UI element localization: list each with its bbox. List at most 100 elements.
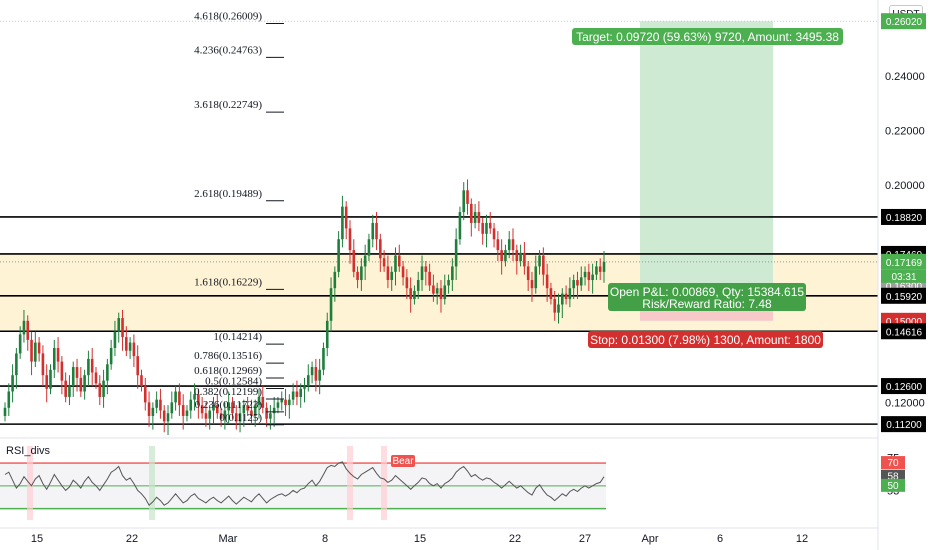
candle-body-89 [341,206,344,240]
candle-body-86 [329,288,333,321]
fib-label-10: 0.236(0.11723) [195,399,263,411]
candle-body-91 [348,228,352,251]
candle-body-14 [56,348,60,362]
candle-body-112 [428,271,431,286]
candle-body-105 [401,266,405,278]
candle-body-71 [272,407,276,414]
candle-body-135 [515,250,519,261]
candle-body-155 [591,274,594,281]
candle-body-118 [451,266,454,281]
candle-body-3 [15,353,18,376]
candle-body-96 [367,239,371,256]
candle-body-121 [462,190,466,213]
candle-body-122 [466,190,469,204]
candle-body-125 [477,212,481,223]
candle-body-4 [18,334,22,354]
candle-body-144 [549,288,553,300]
candle-body-92 [352,250,356,272]
fib-label-9: 0.382(0.12199) [194,386,262,398]
candle-body-37 [143,386,147,403]
candle-body-8 [34,342,37,362]
rsi-tag-4: 50 [887,481,899,492]
price-tag-9: 0.15000 [886,317,923,328]
candle-body-138 [526,266,530,281]
candle-body-54 [208,410,212,419]
candle-body-140 [534,266,538,289]
price-tag-bg-0 [881,13,926,30]
candle-body-21 [83,375,86,392]
price-tick-2: 0.22000 [885,126,925,138]
candle-body-82 [314,367,318,381]
fib-label-5: 1(0.14214) [213,331,262,343]
candle-body-30 [117,318,121,332]
fib-label-11: 0(0.1125) [219,412,262,424]
fib-label-4: 1.618(0.16229) [194,276,262,288]
candle-body-90 [344,206,348,229]
candle-body-18 [71,367,75,387]
candle-body-87 [333,271,337,289]
candle-body-73 [280,399,284,403]
candle-body-40 [155,399,158,408]
candle-body-158 [602,261,606,272]
price-tick-1: 0.24000 [885,71,925,83]
candle-body-95 [363,255,367,267]
candle-body-68 [261,396,265,408]
candle-body-26 [102,380,105,397]
candle-body-106 [405,277,409,289]
candle-body-51 [197,394,200,406]
candle-body-103 [394,255,397,272]
candle-body-36 [140,375,143,387]
candle-body-12 [49,369,52,389]
candle-body-79 [303,386,306,389]
time-tick-5: 22 [509,533,521,545]
candle-body-133 [507,239,511,251]
candle-body-46 [178,391,181,406]
time-tick-1: 22 [126,533,138,545]
candle-body-114 [435,288,439,294]
candle-body-15 [60,361,64,381]
candle-body-129 [492,228,496,240]
candle-body-126 [481,222,484,234]
candle-body-85 [325,320,329,348]
price-tag-8: 0.15920 [886,292,923,303]
candle-body-127 [485,222,488,234]
candle-body-151 [576,280,579,286]
fib-label-8: 0.5(0.12584) [205,375,262,387]
candle-body-128 [488,222,492,229]
time-tick-8: 6 [717,533,723,545]
zones-layer [0,21,878,332]
candle-body-16 [64,380,67,397]
candle-body-76 [291,391,295,400]
time-tick-7: Apr [641,533,658,545]
candle-body-83 [318,369,321,381]
candle-body-33 [128,342,132,351]
target-label-text-0: Target: 0.09720 (59.63%) 9720, Amount: 3… [576,30,839,44]
candle-body-75 [288,399,291,406]
candle-body-111 [424,266,428,272]
stop-label-bg [588,331,823,348]
candle-body-132 [504,250,507,261]
candle-body-81 [310,367,314,376]
candle-body-152 [579,277,583,286]
pnl-label-text-1: Risk/Reward Ratio: 7.48 [642,297,772,311]
candle-body-113 [432,285,435,294]
fib-label-1: 4.236(0.24763) [194,44,262,56]
time-tick-6: 27 [579,533,591,545]
candle-body-67 [257,396,261,406]
candle-body-53 [204,413,208,419]
candle-body-99 [379,239,382,259]
candle-body-80 [306,375,310,387]
candle-body-149 [568,288,572,300]
candle-body-102 [390,271,393,281]
candle-body-134 [511,239,515,251]
candle-body-88 [337,239,340,272]
candle-body-101 [386,266,390,281]
candle-body-116 [443,285,447,300]
candle-body-109 [416,280,420,291]
candle-body-52 [200,405,204,414]
candle-body-146 [557,304,560,313]
candle-body-5 [22,320,26,335]
bear-label: Bear [392,456,414,467]
